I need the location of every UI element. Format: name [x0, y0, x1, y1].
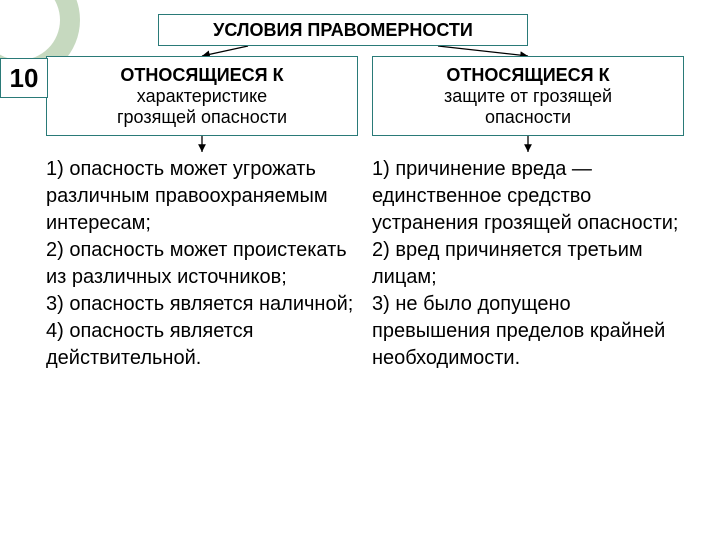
branch-right-heading: ОТНОСЯЩИЕСЯ К — [446, 65, 609, 86]
branch-left-sub2: грозящей опасности — [117, 107, 287, 128]
branch-left-sub1: характеристике — [137, 86, 267, 107]
title-box: УСЛОВИЯ ПРАВОМЕРНОСТИ — [158, 14, 528, 46]
content-right: 1) причинение вреда — единственное средс… — [372, 156, 684, 372]
slide-number: 10 — [0, 58, 48, 98]
branch-left-box: ОТНОСЯЩИЕСЯ К характеристике грозящей оп… — [46, 56, 358, 136]
title-text: УСЛОВИЯ ПРАВОМЕРНОСТИ — [213, 20, 473, 41]
branch-right-sub1: защите от грозящей — [444, 86, 612, 107]
content-left: 1) опасность может угрожать различным пр… — [46, 156, 358, 372]
branch-right-box: ОТНОСЯЩИЕСЯ К защите от грозящей опаснос… — [372, 56, 684, 136]
branch-right-sub2: опасности — [485, 107, 571, 128]
slide-number-text: 10 — [10, 63, 39, 94]
branch-left-heading: ОТНОСЯЩИЕСЯ К — [120, 65, 283, 86]
